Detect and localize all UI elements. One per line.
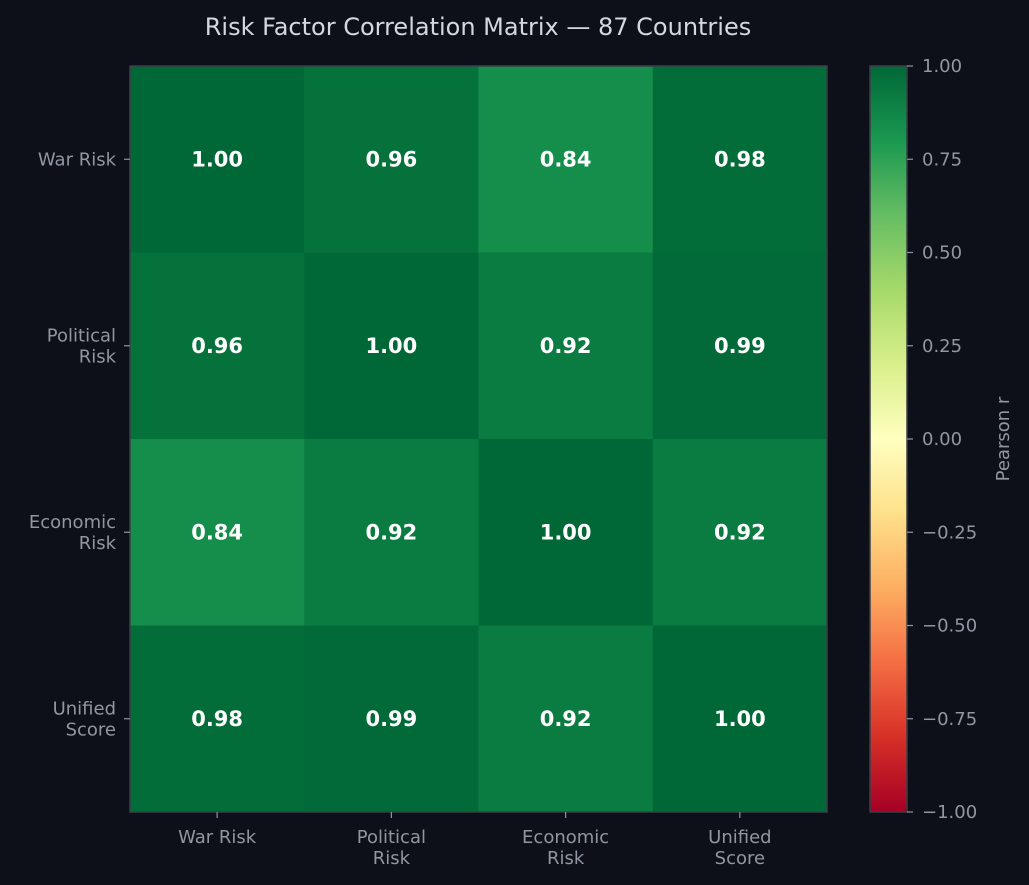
y-tick-label-line: War Risk (38, 149, 117, 170)
x-tick-label: War Risk (178, 827, 257, 848)
colorbar-tick-label: −0.25 (922, 522, 977, 543)
heatmap-cell (130, 439, 305, 626)
heatmap-cell (130, 252, 305, 440)
x-tick-label-line: Economic (522, 827, 609, 848)
cell-value-label: 0.84 (191, 520, 243, 544)
cell-value-label: 0.99 (365, 707, 417, 731)
cell-value-label: 1.00 (191, 147, 243, 171)
heatmap-cell (652, 66, 828, 253)
plot-frame (129, 65, 828, 813)
colorbar-tick-label: 0.50 (922, 243, 962, 264)
cell-value-label: 0.99 (714, 334, 766, 358)
x-tick-label: Political Risk (357, 827, 426, 869)
heatmap-cell (304, 252, 479, 440)
colorbar-tick-label: 0.75 (922, 149, 962, 170)
x-tick-label-line: Risk (547, 848, 585, 869)
x-tick-label: Economic Risk (522, 827, 609, 869)
y-tick-label: Economic Risk (29, 512, 117, 554)
heatmap-cell (478, 439, 654, 626)
cell-value-label: 0.98 (714, 147, 766, 171)
x-tick-label-line: Unified (708, 827, 771, 848)
cell-value-label: 0.96 (365, 147, 417, 171)
y-tick-label: Political Risk (47, 325, 117, 367)
colorbar-label: Pearson r (993, 396, 1014, 481)
cell-value-label: 1.00 (714, 707, 766, 731)
cell-value-label: 0.96 (191, 334, 243, 358)
colorbar-tick-label: 1.00 (922, 56, 962, 77)
y-tick-label-line: Political (47, 325, 116, 346)
heatmap-cell (652, 439, 828, 626)
y-tick-label: War Risk (38, 149, 117, 170)
heatmap-cell (304, 625, 479, 813)
y-tick-label-line: Score (66, 719, 116, 740)
colorbar-tick-label: −1.00 (922, 802, 977, 823)
heatmap-cell (130, 625, 305, 813)
y-tick-label-line: Risk (79, 346, 117, 367)
x-tick-label: Unified Score (708, 827, 771, 869)
heatmap-cell (130, 66, 305, 253)
y-tick-label-line: Economic (29, 512, 116, 533)
chart-title: Risk Factor Correlation Matrix — 87 Coun… (205, 13, 752, 41)
heatmap-cell (478, 625, 654, 813)
y-tick-label-line: Risk (79, 533, 117, 554)
colorbar-tick-label: −0.75 (922, 709, 977, 730)
x-tick-label-line: Risk (373, 848, 411, 869)
heatmap-cell (478, 66, 654, 253)
colorbar (869, 65, 908, 813)
heatmap-cell (652, 625, 828, 813)
heatmap-cell (652, 252, 828, 440)
x-tick-label-line: Score (715, 848, 765, 869)
y-tick-label-line: Unified (53, 698, 116, 719)
cell-value-label: 0.92 (714, 520, 766, 544)
heatmap-cell (478, 252, 654, 440)
cell-value-label: 0.92 (365, 520, 417, 544)
heatmap-cell (304, 66, 479, 253)
cell-value-label: 0.92 (540, 334, 592, 358)
y-tick-label: Unified Score (53, 698, 116, 740)
cell-value-label: 0.98 (191, 707, 243, 731)
cell-value-label: 0.92 (540, 707, 592, 731)
heatmap-cell (304, 439, 479, 626)
cell-value-label: 0.84 (540, 147, 592, 171)
cell-value-label: 1.00 (365, 334, 417, 358)
x-tick-label-line: War Risk (178, 827, 257, 848)
cell-value-label: 1.00 (540, 520, 592, 544)
colorbar-tick-label: 0.25 (922, 336, 962, 357)
colorbar-tick-label: 0.00 (922, 429, 962, 450)
colorbar-tick-label: −0.50 (922, 616, 977, 637)
x-tick-label-line: Political (357, 827, 426, 848)
